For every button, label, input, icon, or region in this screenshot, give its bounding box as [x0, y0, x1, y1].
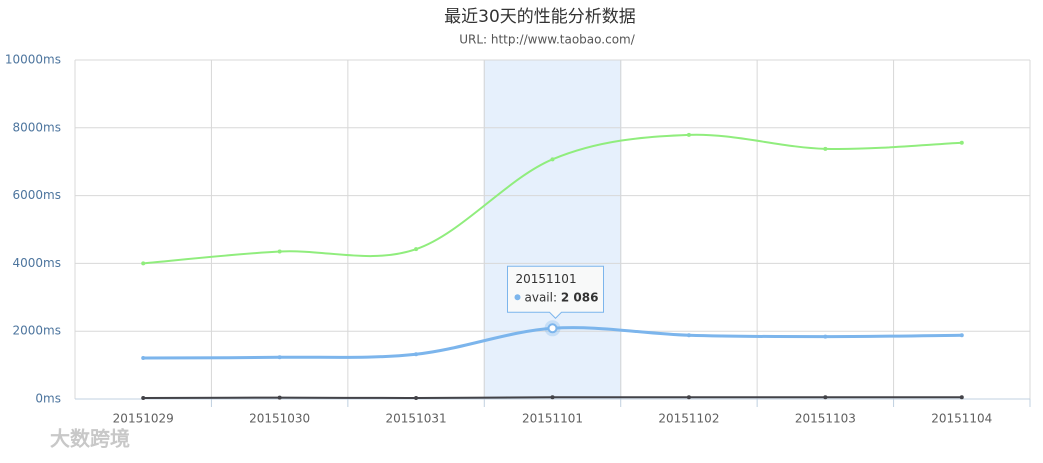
- point: [414, 352, 419, 357]
- watermark: 大数跨境: [50, 427, 130, 451]
- tooltip-dot: [514, 294, 521, 301]
- x-tick-label: 20151029: [113, 412, 174, 426]
- x-tick-label: 20151030: [249, 412, 310, 426]
- point: [959, 395, 964, 400]
- point: [686, 132, 691, 137]
- x-tick-label: 20151031: [386, 412, 447, 426]
- hover-band: [483, 59, 622, 400]
- tooltip-box: [507, 265, 604, 319]
- y-tick-label: 10000ms: [5, 53, 61, 67]
- tooltip-value: 2 086: [561, 290, 599, 304]
- y-tick-label: 6000ms: [13, 188, 61, 202]
- point: [550, 395, 555, 400]
- y-tick-label: 0ms: [35, 392, 61, 406]
- chart-subtitle: URL: http://www.taobao.com/: [459, 33, 636, 47]
- point: [141, 261, 146, 266]
- y-tick-label: 4000ms: [13, 256, 61, 270]
- point: [823, 146, 828, 151]
- hover-band: [483, 59, 622, 400]
- point: [686, 395, 691, 400]
- hover-point: [547, 323, 558, 334]
- chart-title: 最近30天的性能分析数据: [444, 7, 636, 27]
- point: [277, 395, 282, 400]
- x-tick-label: 20151102: [658, 412, 719, 426]
- x-tick-label: 20151101: [522, 412, 583, 426]
- tooltip: 20151101 avail: 2 086: [507, 265, 604, 337]
- point: [141, 395, 146, 400]
- tooltip-title: 20151101: [516, 272, 577, 286]
- tooltip-line: avail: 2 086: [525, 290, 599, 304]
- point: [277, 355, 282, 360]
- point: [277, 249, 282, 254]
- point: [823, 395, 828, 400]
- point: [686, 333, 691, 338]
- y-tick-label: 2000ms: [13, 324, 61, 338]
- tooltip-sep: :: [553, 290, 561, 304]
- y-tick-label: 8000ms: [13, 120, 61, 134]
- point: [414, 395, 419, 400]
- point: [141, 355, 146, 360]
- point: [550, 157, 555, 162]
- x-tick-label: 20151103: [795, 412, 856, 426]
- point: [959, 140, 964, 145]
- point: [959, 333, 964, 338]
- tooltip-series-name: avail: [525, 290, 553, 304]
- point: [823, 334, 828, 339]
- x-tick-label: 20151104: [931, 412, 992, 426]
- point: [414, 247, 419, 252]
